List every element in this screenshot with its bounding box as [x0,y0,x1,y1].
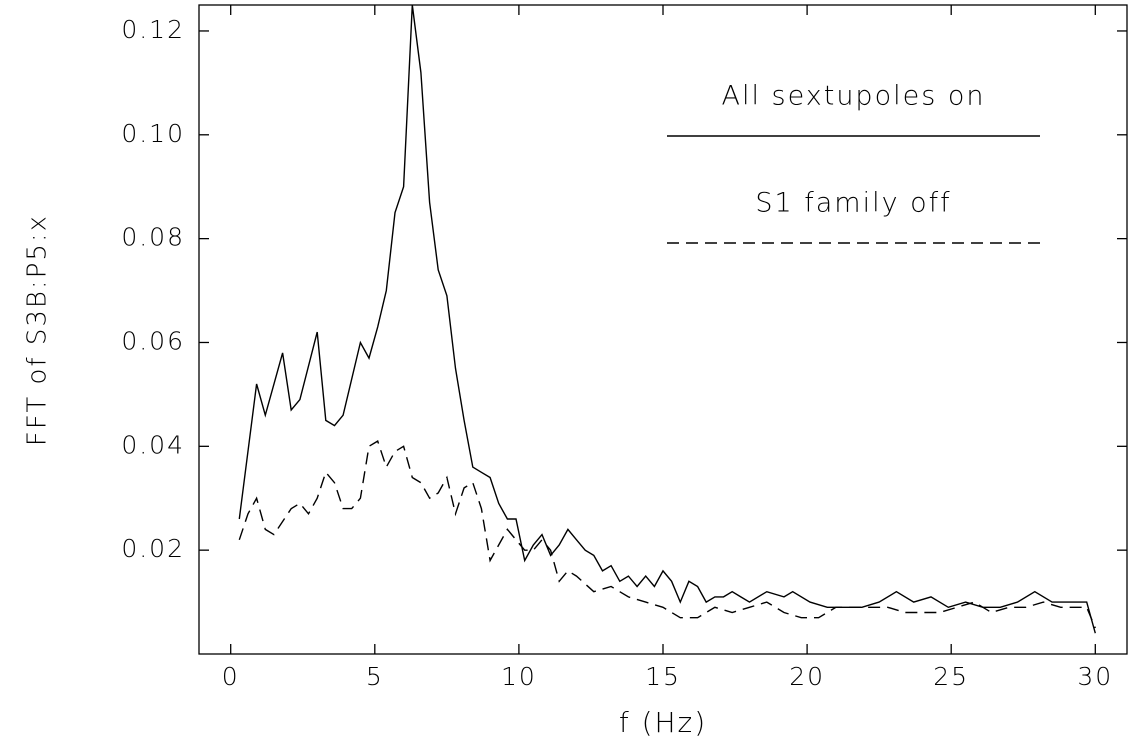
legend-label: All sextupoles on [722,81,986,112]
x-tick-label: 15 [645,662,681,691]
x-tick-label: 5 [366,662,384,691]
x-tick-label: 30 [1077,662,1113,691]
y-tick-label: 0.04 [121,430,185,459]
x-tick-label: 25 [933,662,969,691]
y-tick-label: 0.06 [121,326,185,355]
data-line [238,4,1096,634]
y-tick-label: 0.08 [121,223,185,252]
y-axis-label: FFT of S3B:P5:x [23,214,53,446]
x-tick-label: 0 [222,662,240,691]
legend-label: S1 family off [755,188,951,219]
x-tick-label: 10 [501,662,537,691]
y-tick-label: 0.10 [121,119,185,148]
y-tick-label: 0.12 [121,15,185,44]
y-tick-label: 0.02 [121,534,185,563]
plot-frame [198,4,1128,655]
x-axis-label: f (Hz) [619,706,707,739]
data-line [238,440,1096,629]
x-tick-label: 20 [789,662,825,691]
